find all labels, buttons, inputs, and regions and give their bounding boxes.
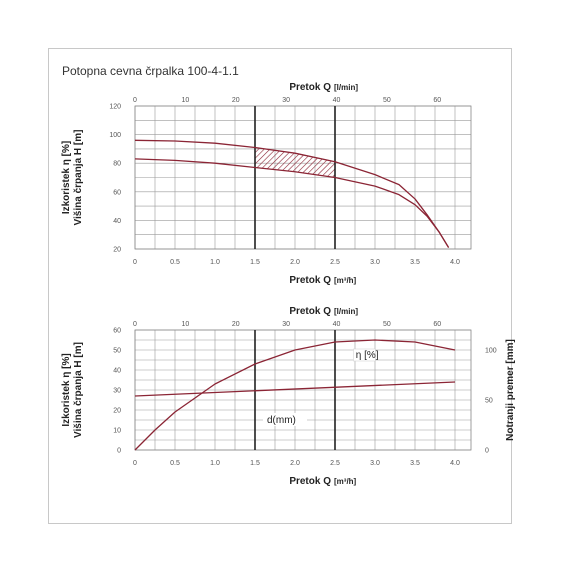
x-tick-label: 2.5	[330, 259, 340, 266]
x-tick-label: 2.0	[290, 259, 300, 266]
y-tick-label: 20	[113, 408, 121, 415]
x-tick-label: 4.0	[450, 259, 460, 266]
annotation-eta: η [%]	[356, 350, 379, 361]
y-axis-label-1: Izkoristek η [%]	[61, 141, 72, 214]
y-tick-label: 60	[113, 189, 121, 196]
y2-tick-label: 100	[485, 348, 497, 355]
top-axis-label: Pretok Q	[289, 306, 331, 317]
y-axis-label-2: Višina črpanja H [m]	[73, 342, 84, 438]
top-axis-unit: [l/min]	[334, 307, 358, 316]
chart-frame	[48, 48, 512, 524]
y-tick-label: 0	[117, 448, 121, 455]
top-tick-label: 20	[232, 97, 240, 104]
chart-1-head-curve: 0 0.5 1.0 1.5 2.0 2.5 3.0 3.5 4.0 0 10 20 30 40 50 60 20…	[61, 82, 472, 286]
y-tick-label: 100	[109, 132, 121, 139]
x-axis-label: Pretok Q	[289, 476, 331, 487]
top-tick-label: 10	[181, 97, 189, 104]
x-tick-label: 4.0	[450, 460, 460, 467]
series-line	[134, 158, 450, 248]
y-tick-label: 20	[113, 247, 121, 254]
operating-range-hatch	[255, 147, 335, 178]
y-tick-label: 50	[113, 348, 121, 355]
y-tick-label: 80	[113, 161, 121, 168]
x-tick-label: 3.0	[370, 259, 380, 266]
x-tick-label: 2.0	[290, 460, 300, 467]
y-tick-label: 60	[113, 328, 121, 335]
x-tick-label: 1.0	[210, 259, 220, 266]
page-title: Potopna cevna črpalka 100-4-1.1	[62, 64, 239, 78]
top-tick-label: 60	[433, 321, 441, 328]
top-tick-label: 60	[433, 97, 441, 104]
x-axis-unit: [m³/h]	[334, 477, 357, 486]
y-axis-label-2: Višina črpanja H [m]	[73, 130, 84, 226]
chart-2-efficiency-curve: 0 0.5 1.0 1.5 2.0 2.5 3.0 3.5 4.0 0 10 20 30 40 50 60 0 1…	[61, 306, 516, 487]
series-line	[134, 381, 456, 397]
x-tick-label: 1.5	[250, 259, 260, 266]
top-tick-label: 0	[133, 97, 137, 104]
y-tick-label: 40	[113, 218, 121, 225]
top-tick-label: 40	[333, 321, 341, 328]
x-tick-label: 3.0	[370, 460, 380, 467]
y-tick-label: 120	[109, 104, 121, 111]
series-line	[134, 339, 456, 451]
y2-tick-label: 0	[485, 448, 489, 455]
y2-axis-label: Notranji premer [mm]	[505, 339, 516, 441]
top-tick-label: 30	[282, 97, 290, 104]
top-axis-label: Pretok Q	[289, 82, 331, 93]
x-tick-label: 2.5	[330, 460, 340, 467]
top-tick-label: 0	[133, 321, 137, 328]
x-tick-label: 0	[133, 460, 137, 467]
x-axis-label: Pretok Q	[289, 275, 331, 286]
x-tick-label: 3.5	[410, 460, 420, 467]
y-axis-label-1: Izkoristek η [%]	[61, 353, 72, 426]
x-tick-label: 1.0	[210, 460, 220, 467]
top-tick-label: 10	[181, 321, 189, 328]
x-tick-label: 0	[133, 259, 137, 266]
plot-border	[134, 105, 472, 250]
y-tick-label: 30	[113, 388, 121, 395]
top-tick-label: 40	[333, 97, 341, 104]
annotation-eta-box	[353, 348, 376, 362]
x-tick-label: 0.5	[170, 460, 180, 467]
annotation-d: d(mm)	[267, 415, 296, 426]
top-tick-label: 50	[383, 97, 391, 104]
y-tick-label: 10	[113, 428, 121, 435]
top-tick-label: 50	[383, 321, 391, 328]
x-tick-label: 1.5	[250, 460, 260, 467]
top-axis-unit: [l/min]	[334, 83, 358, 92]
top-tick-label: 20	[232, 321, 240, 328]
plot-border	[134, 329, 472, 451]
x-tick-label: 0.5	[170, 259, 180, 266]
top-tick-label: 30	[282, 321, 290, 328]
series-line	[134, 139, 450, 248]
x-axis-unit: [m³/h]	[334, 276, 357, 285]
y2-tick-label: 50	[485, 398, 493, 405]
annotation-d-box	[263, 413, 307, 426]
x-tick-label: 3.5	[410, 259, 420, 266]
y-tick-label: 40	[113, 368, 121, 375]
